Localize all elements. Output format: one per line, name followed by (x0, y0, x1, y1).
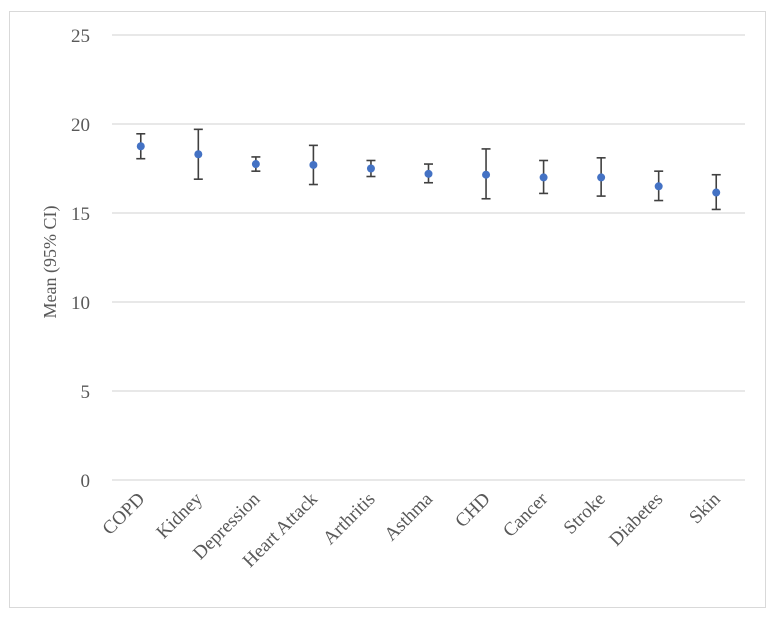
x-tick-label: CHD (451, 489, 494, 532)
x-tick-label: Kidney (152, 488, 207, 543)
x-tick-label: COPD (99, 489, 150, 540)
grid-layer (112, 34, 745, 481)
error-bars (136, 128, 721, 211)
x-tick-label: Diabetes (605, 489, 667, 551)
y-tick-label: 0 (81, 471, 91, 492)
y-tick-label: 20 (71, 115, 90, 136)
x-tick-label: Cancer (499, 488, 552, 541)
y-tick-label: 15 (71, 204, 90, 225)
data-point (136, 142, 145, 151)
data-point (482, 170, 491, 179)
data-point (251, 160, 260, 169)
x-tick-label: Stroke (560, 489, 610, 539)
x-tick-label: Skin (685, 488, 725, 528)
data-points (136, 142, 721, 197)
y-tick-labels: 0 5 10 15 20 25 (71, 26, 90, 492)
data-point (654, 182, 663, 191)
data-point (597, 173, 606, 182)
y-tick-label: 5 (81, 382, 91, 403)
chart-frame (9, 11, 766, 608)
y-axis-title: Mean (95% CI) (40, 206, 61, 319)
data-point (712, 188, 721, 197)
data-point (366, 164, 375, 173)
data-point (309, 160, 318, 169)
data-point (539, 173, 548, 182)
data-point (424, 169, 433, 178)
y-tick-label: 25 (71, 26, 90, 47)
x-tick-label: Asthma (380, 488, 437, 545)
x-tick-label: Arthritis (319, 489, 379, 549)
data-point (194, 150, 203, 159)
y-tick-label: 10 (71, 293, 90, 314)
